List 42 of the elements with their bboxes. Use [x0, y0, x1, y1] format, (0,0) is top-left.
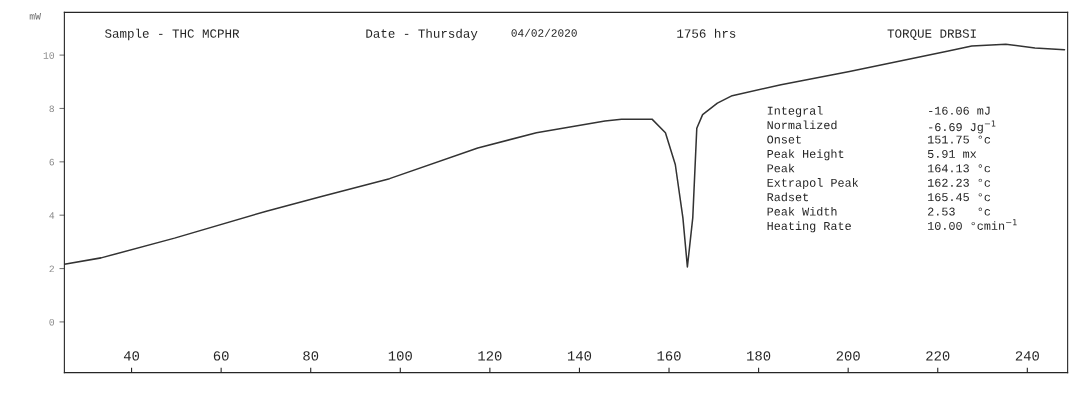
annotation: Sample - THC MCPHR	[104, 28, 240, 41]
x-tick-label: 60	[213, 351, 229, 361]
x-tick-label: 160	[657, 351, 681, 361]
y-tick-label: 6	[49, 158, 55, 166]
y-tick-label: 8	[49, 105, 55, 113]
x-tick-label: 100	[388, 351, 412, 361]
annotation: 162.23 °c	[928, 178, 991, 187]
annotation: TORQUE DRBSI	[887, 29, 976, 41]
annotation: 1756 hrs	[677, 28, 736, 38]
annotation: 04/02/2020	[511, 28, 577, 37]
annotation: -6.69 Jg$^{−1}$	[929, 120, 996, 134]
annotation: Date - Thursday	[366, 28, 478, 41]
annotation: Peak	[767, 163, 795, 173]
annotation: Onset	[767, 135, 801, 144]
y-tick-label: 0	[49, 318, 55, 326]
annotation: Heating Rate	[767, 221, 851, 233]
x-tick-label: 40	[123, 351, 140, 361]
annotation: Integral	[767, 106, 823, 118]
annotation: 164.13 °c	[928, 164, 991, 173]
x-tick-label: 80	[303, 351, 319, 361]
x-tick-label: 140	[567, 351, 592, 361]
annotation: 165.45 °c	[928, 193, 991, 202]
annotation: Radset	[767, 192, 808, 202]
annotation: Normalized	[767, 120, 837, 130]
annotation: 151.75 °c	[928, 135, 991, 144]
annotation: 10.00 °cmin$^{−1}$	[928, 219, 1017, 230]
annotation: 2.53 °c	[928, 207, 991, 216]
annotation: Extrapol Peak	[767, 178, 859, 190]
annotation: -16.06 mJ	[929, 106, 990, 115]
x-tick-label: 120	[478, 351, 502, 361]
y-tick-label: 10	[43, 52, 55, 59]
x-tick-label: 220	[926, 351, 950, 361]
x-tick-label: 200	[836, 351, 860, 361]
annotation: Peak Height	[767, 149, 844, 161]
y-tick-label: 2	[49, 265, 54, 273]
y-axis-title: mW	[29, 13, 41, 20]
line-series	[64, 43, 1066, 268]
annotation: Peak Width	[767, 206, 837, 216]
y-tick-label: 4	[49, 212, 55, 219]
x-tick-label: 240	[1015, 351, 1039, 361]
annotation: 5.91 mx	[927, 149, 977, 158]
x-tick-label: 180	[747, 351, 771, 361]
